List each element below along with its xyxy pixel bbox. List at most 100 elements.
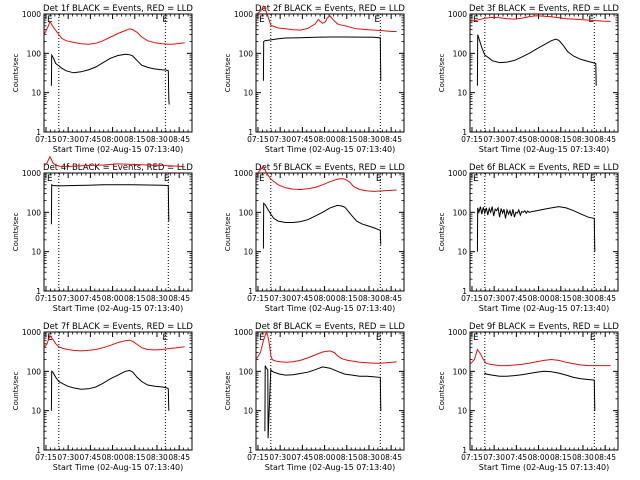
end-marker-label: E: [376, 174, 382, 184]
y-tick-label: 100: [453, 208, 468, 217]
x-tick-label: 07:15: [461, 453, 483, 462]
x-tick-label: 07:30: [57, 453, 79, 462]
y-tick-label: 1000: [22, 169, 41, 178]
panel-det-2: Det 2f BLACK = Events, RED = LLD 1 10 100 10…: [224, 4, 405, 154]
x-tick-label: 08:15: [336, 453, 358, 462]
x-tick-label: 08:30: [358, 453, 380, 462]
events-series-line: [476, 206, 596, 252]
y-tick-label: 1000: [22, 328, 41, 337]
plot-frame: [43, 172, 193, 292]
x-tick-label: 08:00: [528, 294, 550, 303]
y-tick-label: 10: [457, 89, 467, 98]
end-marker-label: E: [374, 15, 380, 25]
lld-series-line: [255, 330, 397, 364]
start-marker-label: E: [473, 174, 479, 184]
y-tick-label: 1: [36, 446, 41, 455]
start-marker-label: E: [259, 333, 265, 343]
end-marker-label: E: [590, 174, 596, 184]
y-tick-label: 10: [457, 248, 467, 257]
y-tick-label: 100: [27, 49, 42, 58]
x-tick-label: 08:45: [380, 453, 402, 462]
plot-frame: [469, 13, 619, 133]
x-tick-label: 08:00: [314, 453, 336, 462]
y-tick-label: 100: [453, 49, 468, 58]
y-tick-label: 1: [462, 287, 467, 296]
x-tick-label: 07:30: [57, 294, 79, 303]
y-tick-label: 1: [248, 128, 253, 137]
x-tick-label: 08:30: [146, 453, 168, 462]
panel-title: Det 5f BLACK = Events, RED = LLD: [255, 163, 405, 173]
y-tick-label: 10: [243, 248, 253, 257]
x-tick-label: 08:45: [594, 294, 616, 303]
panel-det-9: Det 9f BLACK = Events, RED = LLD 1 10 100 10…: [438, 322, 619, 472]
y-tick-label: 1000: [448, 328, 467, 337]
panel-title: Det 6f BLACK = Events, RED = LLD: [469, 163, 619, 173]
y-axis-title: Counts/sec: [12, 372, 20, 411]
y-tick-label: 100: [239, 49, 254, 58]
events-series-line: [262, 202, 382, 249]
lld-series-line: [43, 155, 185, 168]
plot-frame: [255, 172, 405, 292]
end-marker-label: E: [162, 333, 168, 343]
panel-det-1: Det 1f BLACK = Events, RED = LLD 1 10 100 10…: [12, 4, 193, 154]
start-marker-label: E: [259, 15, 265, 25]
y-tick-label: 100: [27, 367, 42, 376]
end-marker-label: E: [164, 174, 170, 184]
x-tick-label: 08:30: [146, 294, 168, 303]
x-axis-title: Start Time (02-Aug-15 07:13:40): [479, 145, 610, 154]
events-series-line: [476, 34, 597, 86]
x-tick-label: 08:30: [358, 135, 380, 144]
x-tick-label: 08:15: [550, 453, 572, 462]
panel-det-7: Det 7f BLACK = Events, RED = LLD 1 10 100 10…: [12, 322, 193, 472]
x-axis-title: Start Time (02-Aug-15 07:13:40): [53, 463, 184, 472]
y-tick-label: 100: [239, 208, 254, 217]
y-axis-title: Counts/sec: [438, 372, 446, 411]
y-axis-title: Counts/sec: [224, 372, 232, 411]
y-tick-label: 1000: [448, 169, 467, 178]
x-axis-title: Start Time (02-Aug-15 07:13:40): [53, 145, 184, 154]
x-tick-label: 08:45: [594, 453, 616, 462]
x-tick-label: 08:30: [358, 294, 380, 303]
y-axis-title: Counts/sec: [438, 54, 446, 93]
panel-det-8: Det 8f BLACK = Events, RED = LLD 1 10 100 10…: [224, 322, 405, 472]
x-tick-label: 08:00: [314, 135, 336, 144]
start-marker-label: E: [473, 333, 479, 343]
x-tick-label: 08:30: [572, 453, 594, 462]
x-tick-label: 08:30: [572, 135, 594, 144]
panel-det-6: Det 6f BLACK = Events, RED = LLD 1 10 100 10…: [438, 163, 619, 313]
y-tick-label: 1: [462, 128, 467, 137]
plot-frame: [255, 13, 405, 133]
x-tick-label: 08:15: [124, 294, 146, 303]
panel-title: Det 9f BLACK = Events, RED = LLD: [469, 322, 619, 332]
plot-frame: [255, 331, 405, 451]
x-tick-label: 07:15: [35, 453, 57, 462]
plot-frame: [43, 331, 193, 451]
panel-title: Det 4f BLACK = Events, RED = LLD: [43, 163, 193, 173]
x-tick-label: 08:15: [124, 135, 146, 144]
lld-series-line: [255, 4, 397, 32]
y-tick-label: 100: [239, 367, 254, 376]
x-tick-label: 07:30: [483, 294, 505, 303]
x-tick-label: 08:00: [314, 294, 336, 303]
x-axis-title: Start Time (02-Aug-15 07:13:40): [479, 304, 610, 313]
y-tick-label: 1: [248, 446, 253, 455]
end-marker-label: E: [162, 15, 168, 25]
x-tick-label: 08:00: [102, 294, 124, 303]
y-axis-title: Counts/sec: [224, 54, 232, 93]
x-tick-label: 08:45: [380, 294, 402, 303]
lld-series-line: [469, 348, 611, 367]
x-tick-label: 08:45: [380, 135, 402, 144]
events-series-line: [50, 183, 170, 225]
panel-det-4: Det 4f BLACK = Events, RED = LLD 1 10 100 10…: [12, 155, 193, 313]
y-tick-label: 10: [31, 248, 41, 257]
events-series-line: [484, 370, 596, 411]
x-axis-title: Start Time (02-Aug-15 07:13:40): [265, 463, 396, 472]
y-axis-title: Counts/sec: [438, 213, 446, 252]
x-tick-label: 07:15: [247, 294, 269, 303]
y-tick-label: 10: [31, 89, 41, 98]
start-marker-label: E: [47, 174, 53, 184]
x-tick-label: 07:15: [247, 453, 269, 462]
y-tick-label: 1000: [448, 10, 467, 19]
y-tick-label: 1000: [234, 328, 253, 337]
x-tick-label: 08:45: [168, 294, 190, 303]
